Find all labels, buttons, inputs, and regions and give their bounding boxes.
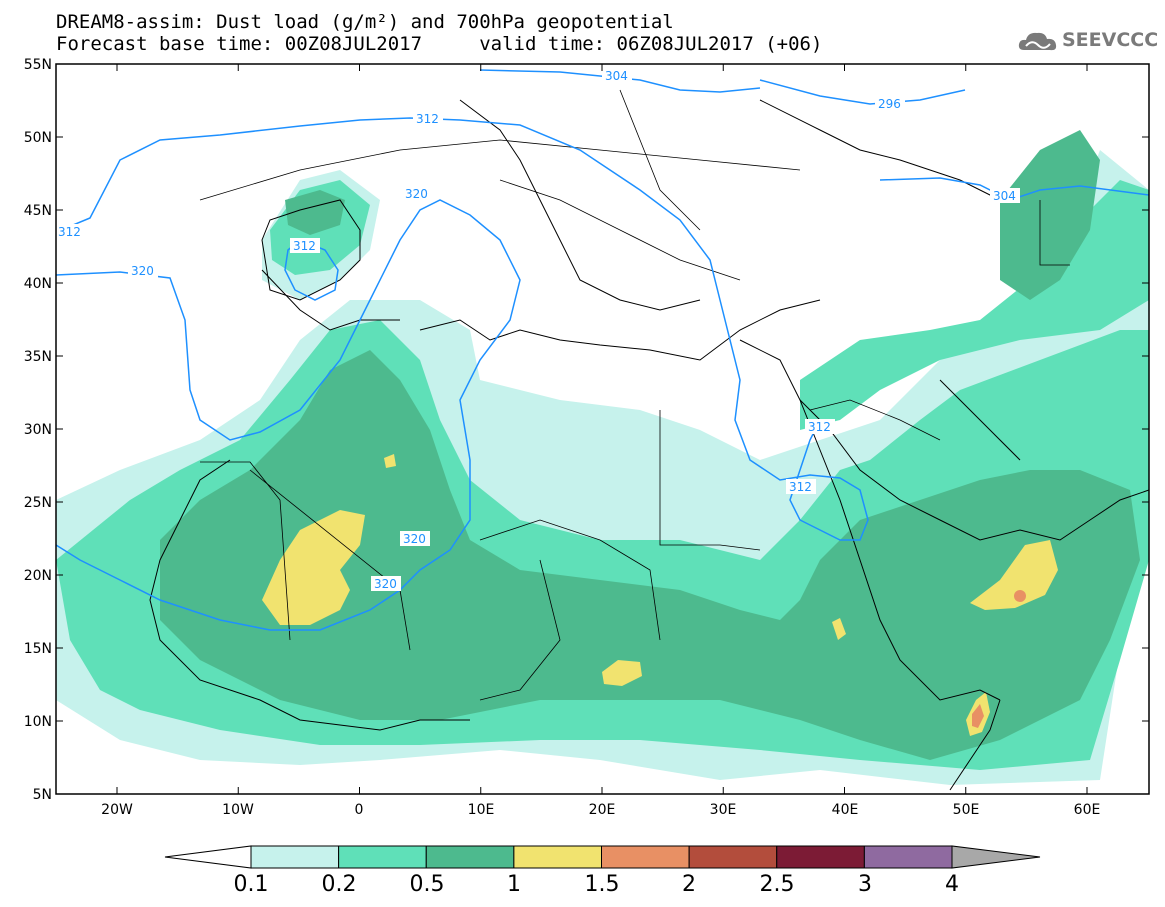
contour-label-312-b: 312 <box>293 239 316 253</box>
contour-label-312-c: 312 <box>808 420 831 434</box>
lat-label: 35N <box>24 349 52 365</box>
latitude-labels: 55N 50N 45N 40N 35N 30N 25N 20N 15N 10N … <box>24 57 52 803</box>
forecast-time-line: Forecast base time: 00Z08JUL2017 valid t… <box>56 33 823 55</box>
colorbar-swatch <box>513 845 602 869</box>
lon-label: 10W <box>222 802 254 818</box>
legend-level-label: 2 <box>682 872 696 897</box>
dust-dark-sahara <box>160 350 1140 760</box>
dust-yellow-oman <box>970 540 1058 610</box>
colorbar-over-triangle <box>951 845 1041 869</box>
lon-label: 20E <box>589 802 616 818</box>
logo-text: SEEVCCC <box>1062 29 1159 51</box>
contour-label-312-e: 312 <box>58 225 81 239</box>
colorbar-swatch <box>425 845 515 869</box>
contour-label-304-b: 304 <box>993 189 1016 203</box>
lat-label: 50N <box>24 130 52 146</box>
contour-label-320-c: 320 <box>403 532 426 546</box>
dust-field <box>56 89 1149 791</box>
map-title: DREAM8-assim: Dust load (g/m²) and 700hP… <box>56 11 674 33</box>
contour-label-304: 304 <box>605 69 628 83</box>
cloud-logo-icon <box>1018 32 1057 51</box>
contour-label-320-d: 320 <box>374 577 397 591</box>
contour-label-320-a: 320 <box>405 187 428 201</box>
contour-label-296: 296 <box>878 97 901 111</box>
dust-yellow-mali <box>262 510 365 625</box>
legend-level-label: 3 <box>858 872 872 897</box>
axis-ticks <box>56 63 1149 795</box>
dust-yellow-eritrea <box>832 618 846 640</box>
contour-296 <box>759 79 966 105</box>
lon-label: 0 <box>355 802 364 818</box>
lat-label: 5N <box>33 787 52 803</box>
colorbar-legend <box>164 845 1041 869</box>
colorbar-swatch <box>863 845 953 869</box>
legend-level-label: 0.2 <box>322 872 357 897</box>
lon-label: 30E <box>710 802 737 818</box>
legend-level-label: 4 <box>945 872 959 897</box>
legend-level-label: 0.1 <box>234 872 269 897</box>
colorbar-swatch <box>338 845 427 869</box>
contour-304 <box>479 69 761 93</box>
dust-yellow-algeria <box>384 454 396 468</box>
lat-label: 10N <box>24 714 52 730</box>
contour-312-north <box>56 117 869 541</box>
contour-label-312-d: 312 <box>789 480 812 494</box>
colorbar-under-triangle <box>164 845 252 869</box>
lat-label: 45N <box>24 203 52 219</box>
lat-label: 55N <box>24 57 52 73</box>
coastlines <box>149 99 1149 791</box>
contour-label-320-b: 320 <box>131 264 154 278</box>
lon-label: 50E <box>953 802 980 818</box>
contour-320 <box>56 199 521 631</box>
longitude-labels: 20W 10W 0 10E 20E 30E 40E 50E 60E <box>101 802 1100 818</box>
dust-orange-oman <box>1014 590 1026 602</box>
lat-label: 40N <box>24 276 52 292</box>
lat-label: 20N <box>24 568 52 584</box>
lon-label: 40E <box>832 802 859 818</box>
legend-level-label: 2.5 <box>760 872 795 897</box>
dust-dark-iberia <box>285 190 345 235</box>
legend-level-label: 1.5 <box>585 872 620 897</box>
dust-orange-somalia <box>972 704 984 728</box>
colorbar-swatch <box>688 845 778 869</box>
lon-label: 60E <box>1074 802 1101 818</box>
lon-label: 20W <box>101 802 133 818</box>
legend-level-label: 1 <box>507 872 521 897</box>
contour-labels: 304 296 312 320 312 320 320 320 312 312 … <box>56 68 1020 591</box>
dust-yellow-chad <box>602 660 642 686</box>
lat-label: 30N <box>24 422 52 438</box>
colorbar-swatch <box>601 845 690 869</box>
colorbar-swatch <box>250 845 340 869</box>
seevccc-logo: SEEVCCC <box>1016 26 1159 56</box>
lat-label: 25N <box>24 495 52 511</box>
contour-label-312-a: 312 <box>416 112 439 126</box>
colorbar-labels: 0.1 0.2 0.5 1 1.5 2 2.5 3 4 <box>234 872 960 897</box>
colorbar-swatch <box>776 845 865 869</box>
legend-level-label: 0.5 <box>410 872 445 897</box>
lat-label: 15N <box>24 641 52 657</box>
lon-label: 10E <box>468 802 495 818</box>
dust-dark-caspian <box>1000 130 1100 300</box>
